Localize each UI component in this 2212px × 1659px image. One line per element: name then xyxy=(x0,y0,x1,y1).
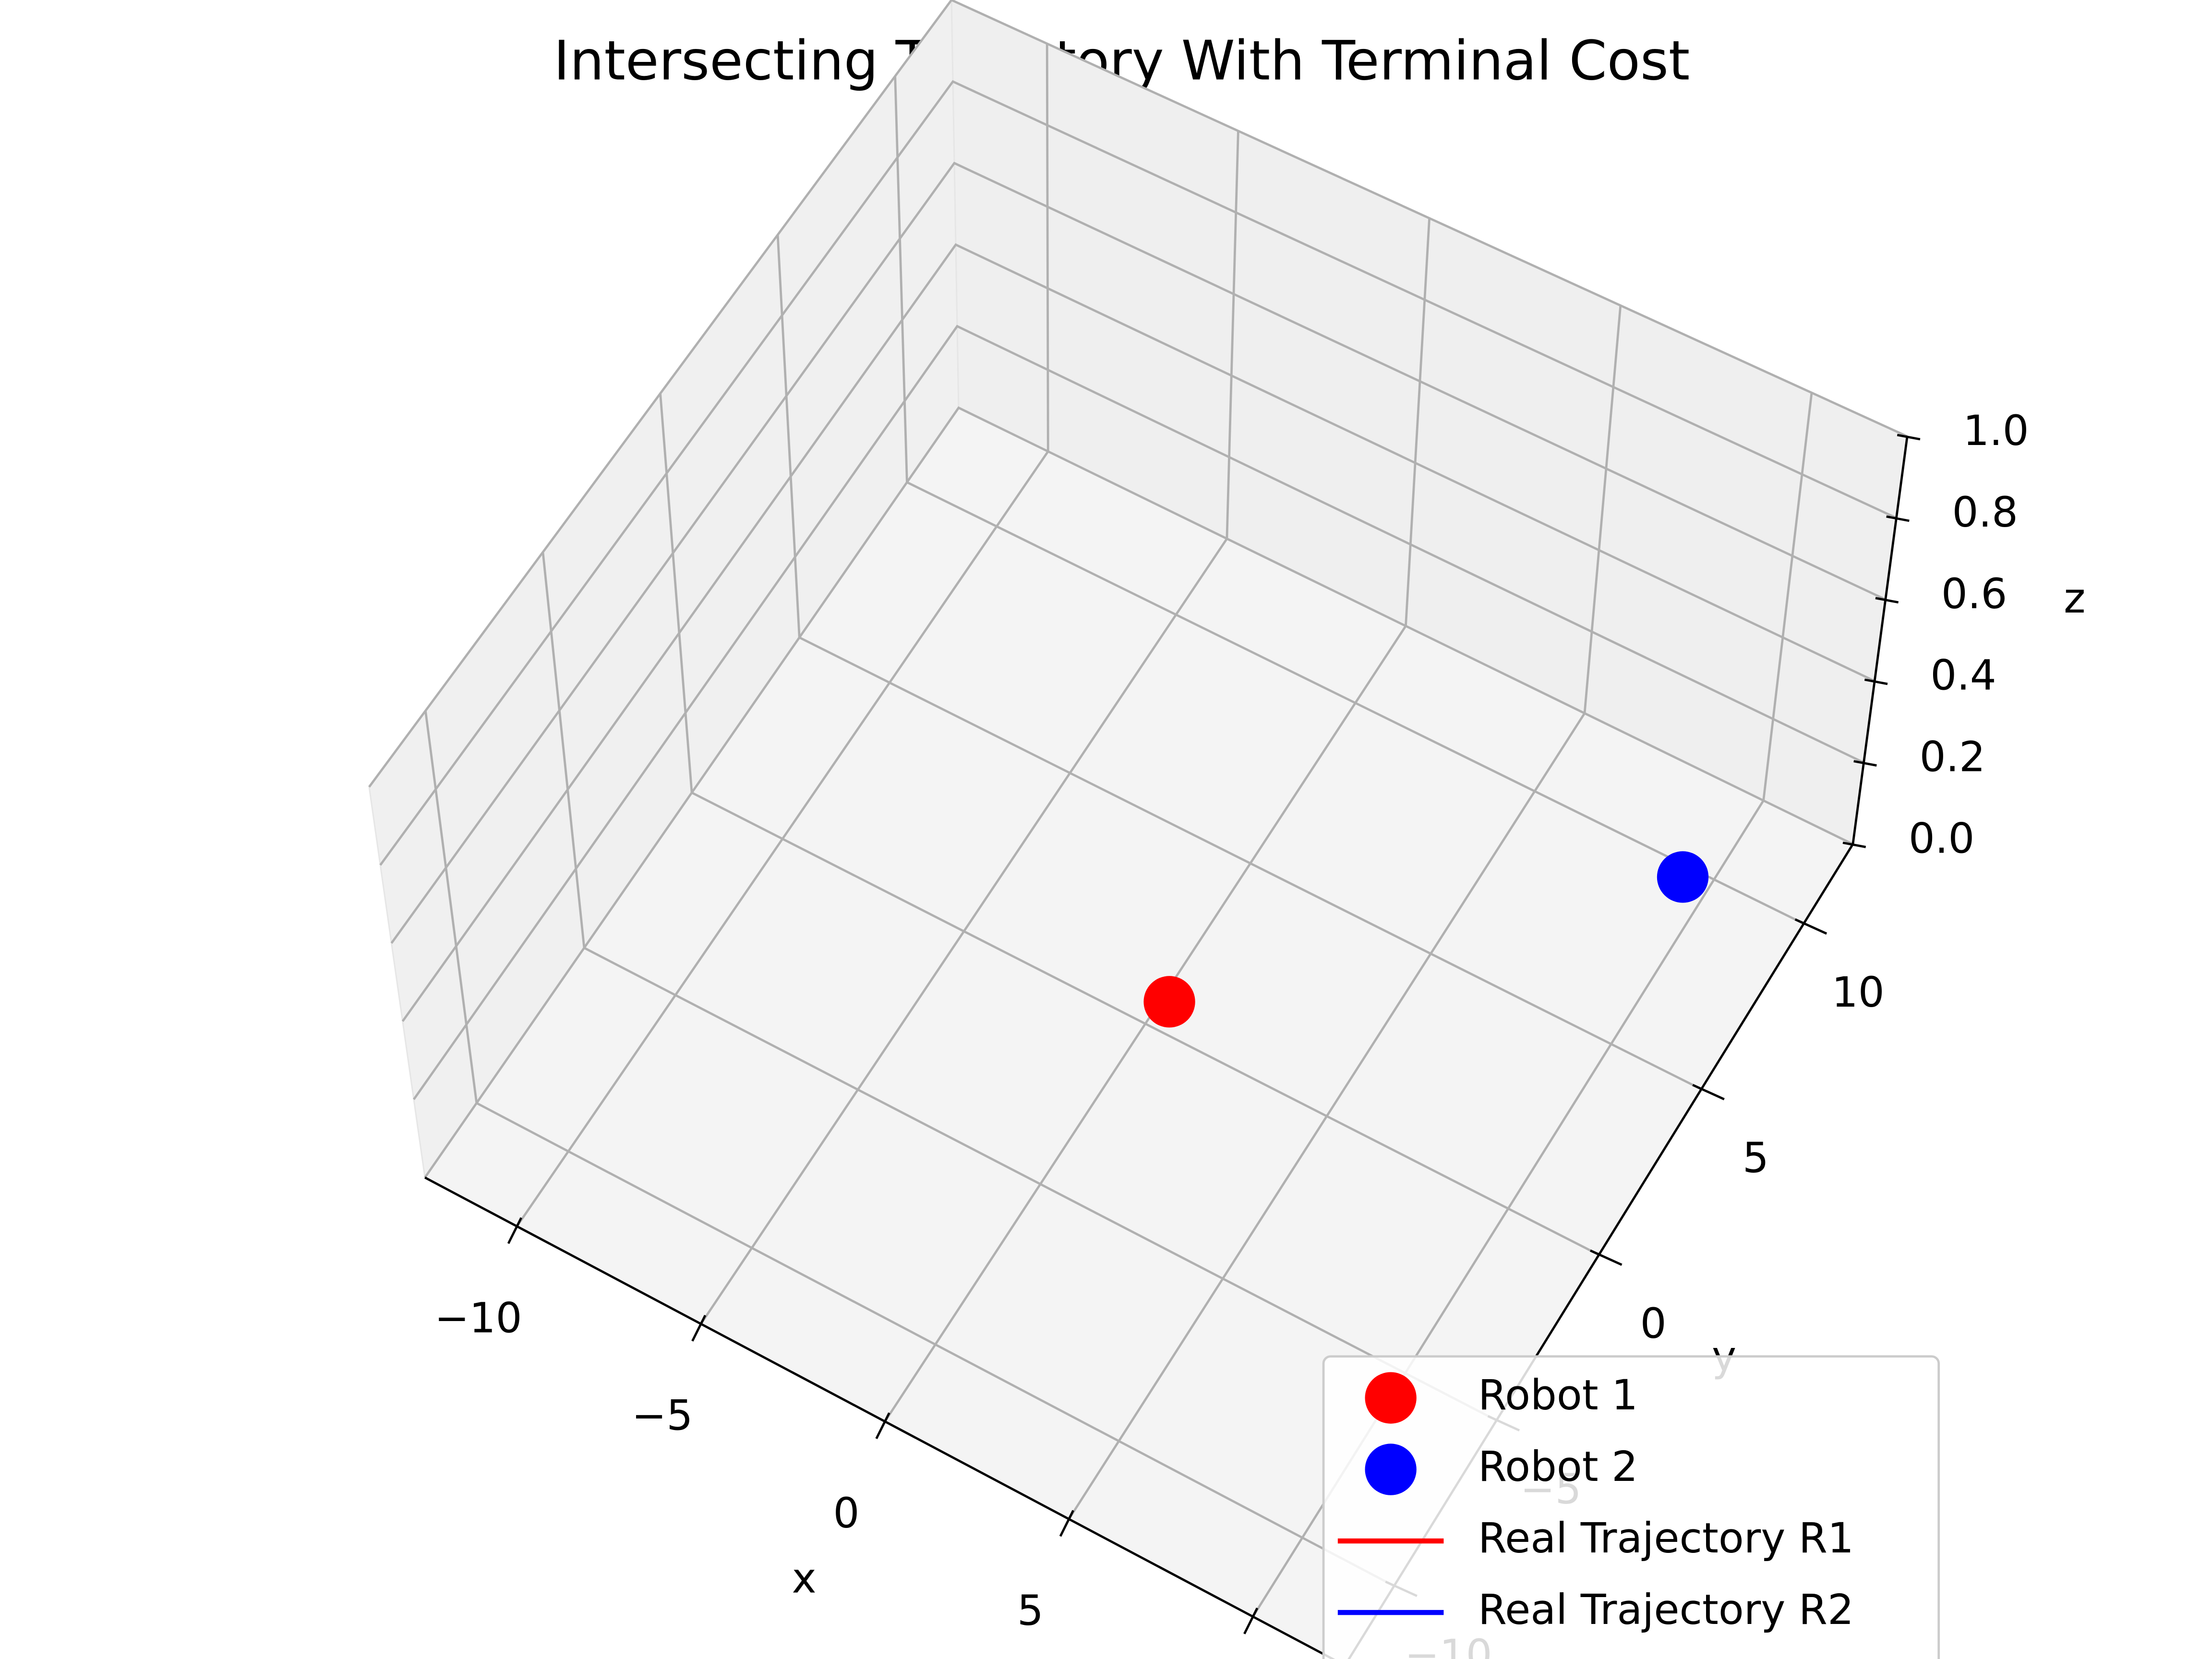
z-tick-label: 0.6 xyxy=(1941,570,2007,618)
legend-box xyxy=(1322,1355,1940,1659)
grid-line xyxy=(379,80,1897,866)
trajectory xyxy=(1146,997,1170,1004)
x-tick xyxy=(1243,1607,1259,1635)
z-tick xyxy=(1897,433,1921,441)
z-tick xyxy=(1864,678,1888,685)
grid-line xyxy=(424,406,1853,1178)
z-tick-label: 0.0 xyxy=(1909,815,1974,863)
x-tick xyxy=(875,1412,890,1440)
z-tick-label: 0.4 xyxy=(1930,652,1996,700)
x-tick xyxy=(507,1217,522,1244)
z-tick xyxy=(1875,597,1899,604)
legend-marker xyxy=(1365,1372,1417,1424)
grid-line xyxy=(390,161,1886,944)
axis-line xyxy=(1851,436,1909,844)
x-tick-label: 5 xyxy=(1017,1587,1044,1635)
z-tick-label: 0.8 xyxy=(1952,489,2018,537)
legend-marker xyxy=(1365,1443,1417,1495)
legend: Robot 1 Robot 2 Real Trajectory R1 Real Tra… xyxy=(1322,1355,1940,1659)
x-tick-label: −10 xyxy=(434,1294,522,1342)
grid-line xyxy=(368,0,1908,788)
y-tick-label: 10 xyxy=(1832,969,1885,1017)
z-tick xyxy=(1853,760,1877,767)
grid-line xyxy=(401,243,1875,1022)
z-axis-label: z xyxy=(2064,575,2085,623)
z-tick xyxy=(1886,515,1910,522)
y-tick-label: 5 xyxy=(1743,1134,1769,1182)
x-tick-label: −5 xyxy=(632,1392,693,1440)
legend-label: Real Trajectory R2 xyxy=(1478,1586,1854,1634)
y-tick xyxy=(1692,1083,1725,1101)
legend-label: Real Trajectory R1 xyxy=(1478,1515,1854,1563)
legend-label: Robot 1 xyxy=(1478,1371,1638,1419)
x-tick-label: 0 xyxy=(833,1490,860,1538)
x-tick xyxy=(691,1314,707,1342)
legend-label: Robot 2 xyxy=(1478,1443,1638,1491)
z-tick-label: 0.2 xyxy=(1920,733,1985,781)
y-tick xyxy=(1794,918,1827,935)
z-tick-label: 1.0 xyxy=(1963,407,2029,455)
grid-line xyxy=(413,325,1864,1100)
y-tick-label: 0 xyxy=(1640,1300,1667,1348)
z-tick xyxy=(1842,842,1866,848)
y-tick xyxy=(1589,1249,1623,1266)
x-axis-label: x xyxy=(792,1554,817,1602)
trajectory xyxy=(1681,875,1700,891)
x-tick xyxy=(1059,1510,1074,1537)
